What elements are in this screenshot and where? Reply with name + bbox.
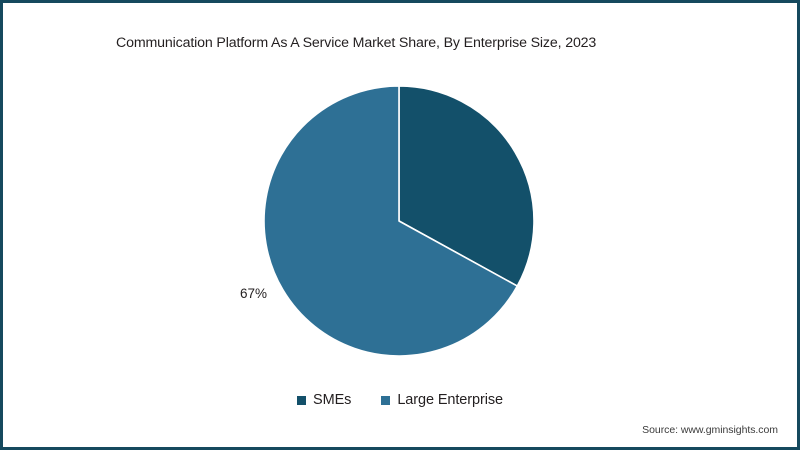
slice-data-label-large-enterprise: 67% <box>240 286 268 301</box>
legend-swatch-icon-large-enterprise <box>381 396 391 405</box>
pie-chart <box>263 85 535 357</box>
legend-label-smes: SMEs <box>313 392 352 408</box>
chart-legend: SMEs Large Enterprise <box>0 392 800 408</box>
pie-chart-svg <box>263 85 535 357</box>
page-title: Communication Platform As A Service Mark… <box>116 35 597 51</box>
legend-item-smes[interactable]: SMEs <box>297 392 351 408</box>
source-attribution: Source: www.gminsights.com <box>642 424 778 436</box>
pie-slice-smes[interactable] <box>398 85 535 287</box>
legend-item-large-enterprise[interactable]: Large Enterprise <box>381 392 503 408</box>
legend-swatch-icon-smes <box>297 396 307 405</box>
pie-slice-large-enterprise[interactable] <box>263 85 519 357</box>
legend-label-large-enterprise: Large Enterprise <box>397 392 503 408</box>
